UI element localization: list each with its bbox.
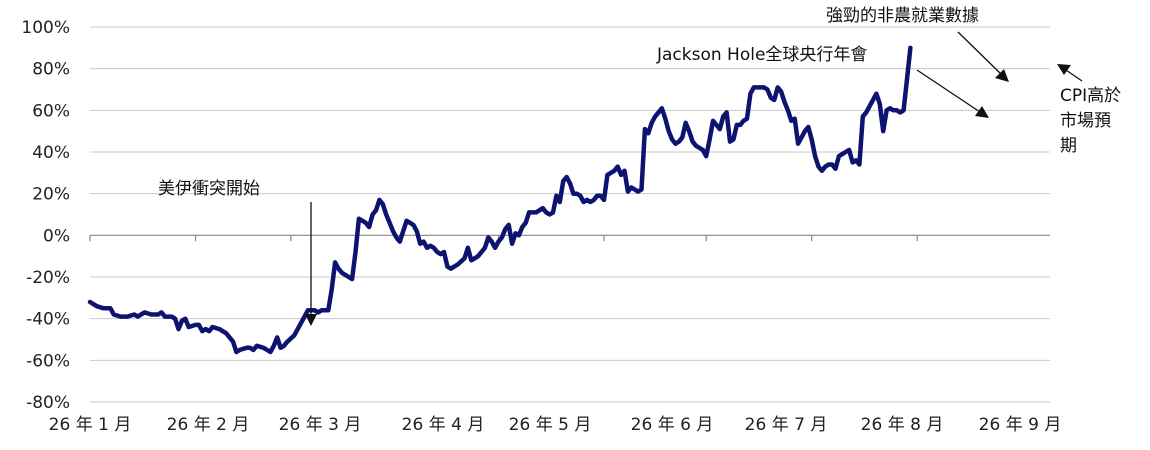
y-tick-label: 20% <box>32 185 70 205</box>
x-tick-label: 26 年 3 月 <box>279 415 362 435</box>
annotation-jackson-hole: Jackson Hole全球央行年會 <box>656 45 867 65</box>
y-tick-label: 0% <box>43 226 70 246</box>
y-tick-label: -60% <box>26 351 70 371</box>
annotation-nonfarm-arrowhead <box>995 69 1009 82</box>
x-tick-label: 26 年 7 月 <box>745 415 828 435</box>
annotation-nonfarm-arrow <box>957 31 1002 75</box>
annotation-cpi-arrowhead <box>1057 64 1071 75</box>
series-line <box>87 45 913 355</box>
series-layer <box>87 45 913 355</box>
annotation-cpi-line-1: CPI高於 <box>1060 86 1121 106</box>
y-tick-label: 80% <box>32 60 70 80</box>
annotation-cpi-line-2: 市場預 <box>1060 111 1111 131</box>
annotation-jackson-hole-arrow <box>916 69 981 113</box>
x-tick-label: 26 年 6 月 <box>631 415 714 435</box>
y-tick-label: 100% <box>21 18 70 38</box>
x-tick-label: 26 年 1 月 <box>49 415 132 435</box>
x-tick-label: 26 年 2 月 <box>167 415 250 435</box>
y-tick-label: 40% <box>32 143 70 163</box>
x-tick-label: 26 年 4 月 <box>402 415 485 435</box>
annotations: 美伊衝突開始 Jackson Hole全球央行年會 強勁的非農就業數據 CPI高… <box>158 6 1121 326</box>
y-tick-label: -20% <box>26 268 70 288</box>
annotation-cpi-arrow <box>1065 69 1083 82</box>
x-tick-label: 26 年 8 月 <box>861 415 944 435</box>
y-tick-label: -80% <box>26 393 70 413</box>
annotation-us-iran-conflict: 美伊衝突開始 <box>158 179 260 199</box>
y-tick-label: -40% <box>26 310 70 330</box>
x-tick-label: 26 年 9 月 <box>979 415 1062 435</box>
annotation-cpi-line-3: 期 <box>1060 136 1077 156</box>
y-axis-tick-labels: -80% -60% -40% -20% 0% 20% 40% 60% 80% 100% <box>21 18 70 413</box>
annotation-jackson-hole-arrowhead <box>975 106 989 118</box>
x-tick-label: 26 年 5 月 <box>509 415 592 435</box>
y-tick-label: 60% <box>32 101 70 121</box>
annotation-nonfarm-payrolls: 強勁的非農就業數據 <box>826 6 979 26</box>
x-axis: 26 年 1 月 26 年 2 月 26 年 3 月 26 年 4 月 26 年 5 月… <box>49 234 1062 435</box>
annotation-us-iran-arrowhead <box>305 314 317 326</box>
gridlines <box>90 26 1050 403</box>
